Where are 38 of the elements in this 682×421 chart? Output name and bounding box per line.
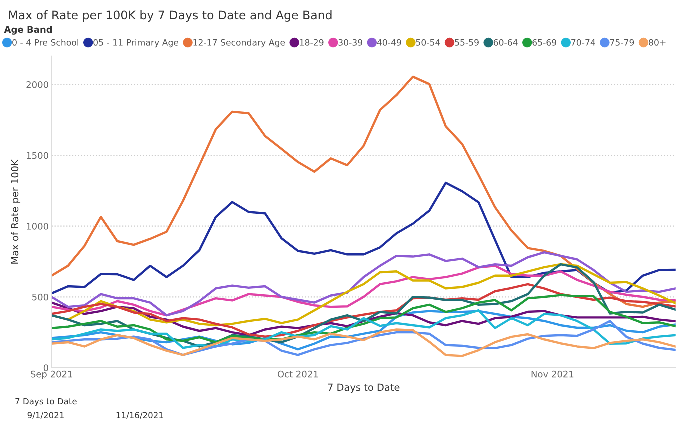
text: 7 Days to Date	[16, 398, 77, 406]
line-series	[52, 302, 676, 336]
legend-label: 65-69	[532, 39, 557, 46]
line-series	[52, 328, 676, 358]
y-tick-label: 1000	[27, 223, 48, 230]
line-series	[52, 263, 676, 348]
line-series	[52, 283, 676, 338]
legend-title: Age Band	[4, 26, 52, 35]
line-series	[52, 76, 676, 308]
legend-label: 70-74	[572, 39, 596, 46]
chart-title: Max of Rate per 100K by 7 Days to Date and Age Band	[9, 10, 332, 22]
legend-label: 80+	[649, 39, 666, 46]
y-axis-title: Max of Rate per 100K	[11, 159, 21, 264]
line-series	[52, 320, 676, 356]
y-tick-label: 0	[44, 364, 48, 372]
text: 9/1/2021	[28, 412, 64, 420]
legend-label: 50-54	[416, 39, 440, 46]
x-tick-label: Sep 2021	[30, 370, 72, 380]
legend-label: 60-64	[494, 39, 518, 46]
x-axis-title: 7 Days to Date	[328, 384, 400, 394]
x-tick-label: Oct 2021	[278, 370, 318, 378]
line-series	[52, 251, 676, 317]
line-series	[52, 182, 676, 295]
legend-label: 75-79	[610, 39, 634, 46]
y-tick-label: 1500	[27, 152, 48, 160]
legend-label: 18-29	[300, 39, 324, 46]
legend-label: 30-39	[338, 39, 363, 46]
text: 11/16/2021	[116, 412, 164, 420]
y-tick-label: 500	[32, 294, 48, 301]
line-series	[52, 294, 676, 344]
legend-label: 12-17 Secondary Age	[194, 39, 286, 48]
legend-label: 05 - 11 Primary Age	[94, 39, 179, 48]
x-tick-label: Nov 2021	[532, 370, 574, 378]
y-tick-label: 2000	[26, 81, 48, 88]
line-series	[52, 264, 676, 317]
legend-label: 55-59	[455, 39, 479, 46]
legend-label: 0 - 4 Pre School	[12, 39, 78, 46]
legend-label: 40-49	[377, 39, 402, 46]
